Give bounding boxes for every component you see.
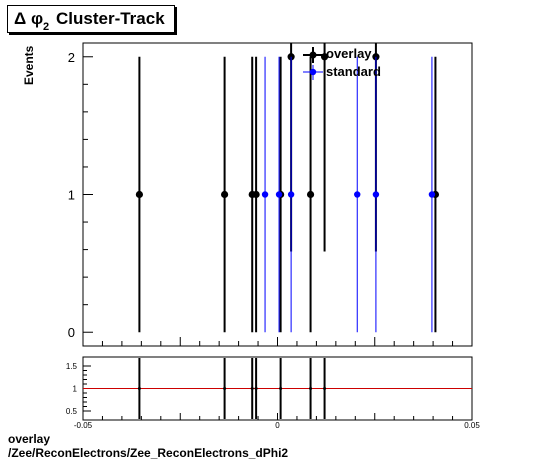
ratio-marker	[309, 387, 313, 390]
standard-marker	[261, 191, 269, 198]
title-text: Cluster-Track	[56, 9, 165, 28]
ratio-marker	[223, 387, 227, 390]
y-axis-label: Events	[22, 45, 36, 85]
ratio-marker	[254, 387, 258, 390]
main-y-axis: 0 1 2	[68, 50, 473, 346]
overlay-marker	[252, 190, 260, 199]
ratio-marker	[323, 387, 327, 390]
title-delta: Δ	[14, 9, 27, 28]
plot-title: Δ φ 2 Cluster-Track	[7, 5, 175, 33]
overlay-marker	[306, 190, 315, 199]
ratio-y-tick-label: 1	[73, 385, 78, 394]
y-tick-label: 2	[68, 50, 75, 65]
standard-marker	[428, 191, 436, 198]
overlay-marker	[135, 190, 144, 199]
title-phi: φ	[31, 9, 44, 28]
standard-marker	[354, 191, 361, 198]
legend	[303, 47, 323, 80]
ratio-marker	[279, 387, 283, 390]
title-subscript: 2	[43, 21, 50, 33]
ratio-x-tick-label: 0	[275, 421, 280, 430]
overlay-marker	[220, 190, 229, 199]
ratio-y-tick-label: 0.5	[66, 407, 78, 416]
footer-label: overlay	[8, 432, 51, 446]
ratio-marker	[250, 387, 254, 390]
ratio-x-tick-label: -0.05	[74, 421, 93, 430]
legend-label-standard: standard	[326, 64, 381, 79]
standard-marker	[287, 191, 295, 198]
main-plot-markers	[135, 43, 440, 333]
ratio-axes: 0.5 1 1.5 -0.05 0 0.05	[66, 362, 480, 430]
standard-marker	[372, 191, 380, 198]
ratio-y-tick-label: 1.5	[66, 362, 78, 371]
standard-marker	[275, 191, 283, 198]
ratio-marker	[137, 387, 141, 390]
ratio-plot-markers	[83, 358, 472, 419]
legend-label-overlay: overlay	[326, 46, 372, 61]
y-tick-label: 1	[68, 188, 75, 203]
y-tick-label: 0	[68, 325, 75, 340]
footer-path: /Zee/ReconElectrons/Zee_ReconElectrons_d…	[8, 446, 289, 460]
ratio-x-tick-label: 0.05	[464, 421, 480, 430]
